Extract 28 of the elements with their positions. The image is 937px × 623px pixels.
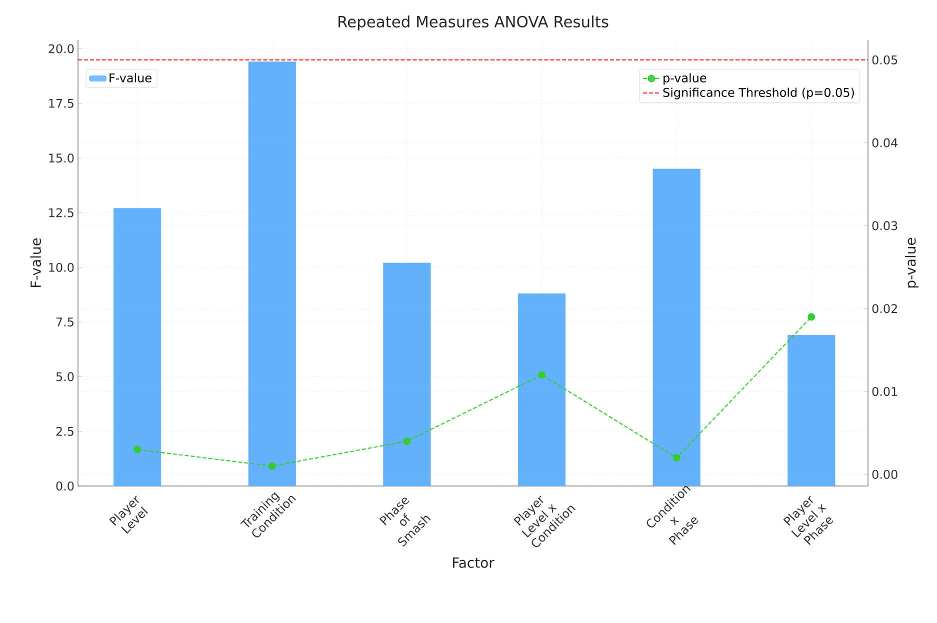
y-axis-title: F-value (30, 238, 42, 288)
y2-axis-title: p-value (904, 238, 918, 288)
y-tick-label: 15.0 (49, 154, 74, 163)
point (672, 454, 680, 462)
point (134, 446, 142, 454)
y-tick-label: 12.5 (49, 208, 74, 218)
y2-tick-label: 0.03 (872, 221, 898, 230)
point (268, 462, 276, 470)
y-tick-label: 17.5 (49, 98, 74, 108)
y-tick-label: 2.5 (56, 426, 74, 436)
legend-label: Significance Threshold (p=0.05) (663, 88, 854, 100)
y-tick-label: 5.0 (56, 372, 74, 382)
x-axis-title: Factor (453, 558, 494, 568)
legend-label: p-value (664, 73, 706, 85)
point (538, 371, 546, 379)
y-tick-label: 0.0 (56, 481, 74, 491)
y-tick-label: 7.5 (56, 318, 74, 326)
legend-label: F-value (110, 73, 152, 82)
y2-tick-label: 0.01 (872, 386, 898, 396)
y2-tick-label: 0.00 (872, 470, 898, 479)
point (808, 313, 816, 321)
y-tick-label: 20.0 (48, 44, 74, 54)
y2-tick-label: 0.02 (872, 304, 897, 314)
point (403, 437, 411, 445)
chart-title: Repeated Measures ANOVA Results (338, 16, 608, 31)
y2-tick-label: 0.05 (872, 55, 898, 64)
y-tick-label: 10.0 (49, 262, 74, 272)
y2-tick-label: 0.04 (872, 138, 898, 148)
